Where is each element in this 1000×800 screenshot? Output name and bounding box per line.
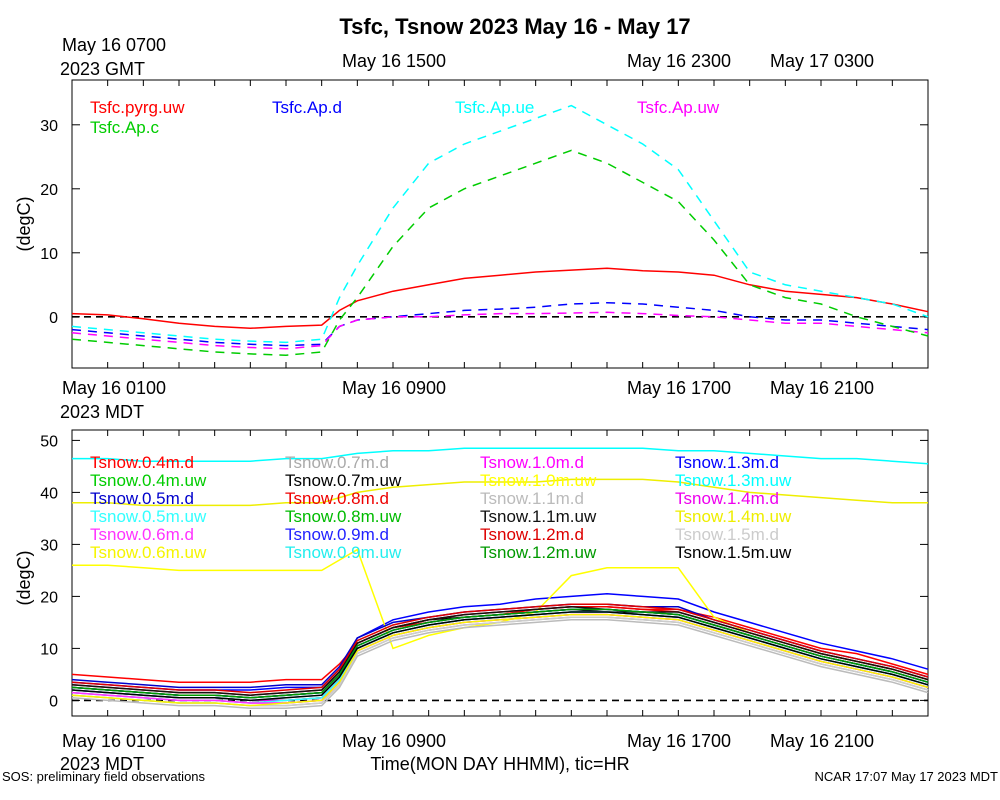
legend-tsnow-0-8m-uw: Tsnow.0.8m.uw <box>285 507 402 526</box>
bottom-mdt-tick-label-1: May 16 1700 <box>627 731 731 751</box>
gmt-tick-label-1: May 16 2300 <box>627 51 731 71</box>
legend-tsnow-0-7m-d: Tsnow.0.7m.d <box>285 453 389 472</box>
y-tick-label: 20 <box>40 589 58 606</box>
upper-y-axis-label: (degC) <box>14 196 34 251</box>
legend-tsnow-1-3m-uw: Tsnow.1.3m.uw <box>675 471 792 490</box>
series-line-tsnow-1-2m-uw <box>71 608 929 699</box>
lower-y-axis-label: (degC) <box>14 550 34 605</box>
bottom-mdt-tick-label-0: May 16 0900 <box>342 731 446 751</box>
legend-tsnow-1-1m-uw: Tsnow.1.1m.uw <box>480 507 597 526</box>
y-tick-label: 0 <box>49 310 58 327</box>
legend-tsnow-0-6m-uw: Tsnow.0.6m.uw <box>90 543 207 562</box>
legend-tsfc-ap-c: Tsfc.Ap.c <box>90 118 159 137</box>
legend-tsnow-1-0m-uw: Tsnow.1.0m.uw <box>480 471 597 490</box>
gmt-start-label-line2: 2023 GMT <box>60 59 145 79</box>
legend-tsfc-pyrg-uw: Tsfc.pyrg.uw <box>90 98 185 117</box>
mid-mdt-start-label-line1: May 16 0100 <box>62 378 166 398</box>
series-line-tsfc-ap-ue <box>71 104 929 344</box>
bottom-mdt-tick-label-2: May 16 2100 <box>770 731 874 751</box>
series-line-tsnow-1-1m-d <box>71 619 929 709</box>
y-tick-label: 40 <box>40 485 58 502</box>
upper-panel-y-ticks: 0 10 20 30 <box>40 118 928 327</box>
legend-tsnow-1-5m-d: Tsnow.1.5m.d <box>675 525 779 544</box>
lower-panel-series <box>71 447 929 709</box>
footer-right: NCAR 17:07 May 17 2023 MDT <box>814 769 998 784</box>
bottom-mdt-start-label-line1: May 16 0100 <box>62 731 166 751</box>
legend-tsfc-ap-ue: Tsfc.Ap.ue <box>455 98 534 117</box>
mid-mdt-start-label-line2: 2023 MDT <box>60 402 144 422</box>
upper-panel-ticks <box>71 80 929 368</box>
legend-tsnow-0-7m-uw: Tsnow.0.7m.uw <box>285 471 402 490</box>
series-line-tsnow-1-5m-uw <box>71 611 929 702</box>
bottom-mdt-start-label-line2: 2023 MDT <box>60 754 144 774</box>
series-line-tsfc-pyrg-uw <box>71 267 929 330</box>
y-tick-label: 20 <box>40 182 58 199</box>
legend-tsnow-0-5m-uw: Tsnow.0.5m.uw <box>90 507 207 526</box>
legend-tsnow-0-9m-uw: Tsnow.0.9m.uw <box>285 543 402 562</box>
series-line-tsnow-1-4m-uw <box>72 478 928 507</box>
legend-tsnow-0-8m-d: Tsnow.0.8m.d <box>285 489 389 508</box>
legend-tsfc-ap-uw: Tsfc.Ap.uw <box>637 98 720 117</box>
legend-tsnow-0-4m-d: Tsnow.0.4m.d <box>90 453 194 472</box>
series-line-tsnow-1-3m-uw <box>72 447 929 465</box>
legend-tsnow-0-9m-d: Tsnow.0.9m.d <box>285 525 389 544</box>
series-line-tsfc-ap-c <box>71 149 929 356</box>
legend-tsnow-1-4m-uw: Tsnow.1.4m.uw <box>675 507 792 526</box>
x-axis-title: Time(MON DAY HHMM), tic=HR <box>370 754 629 774</box>
lower-panel-ticks <box>71 430 929 716</box>
legend-tsnow-1-5m-uw: Tsnow.1.5m.uw <box>675 543 792 562</box>
mid-mdt-tick-label-1: May 16 1700 <box>627 378 731 398</box>
y-tick-label: 0 <box>49 693 58 710</box>
legend-tsnow-1-1m-d: Tsnow.1.1m.d <box>480 489 584 508</box>
series-line-tsfc-ap-d <box>71 301 929 347</box>
gmt-tick-label-0: May 16 1500 <box>342 51 446 71</box>
series-line-tsnow-0-6m-uw <box>71 613 929 707</box>
gmt-tick-label-2: May 17 0300 <box>770 51 874 71</box>
y-tick-label: 30 <box>40 537 58 554</box>
mid-mdt-tick-label-0: May 16 0900 <box>342 378 446 398</box>
legend-tsnow-1-0m-d: Tsnow.1.0m.d <box>480 453 584 472</box>
legend-tsnow-1-3m-d: Tsnow.1.3m.d <box>675 453 779 472</box>
series-line-tsnow-1-1m-uw <box>71 606 929 696</box>
legend-tsfc-ap-d: Tsfc.Ap.d <box>272 98 342 117</box>
legend-tsnow-1-4m-d: Tsnow.1.4m.d <box>675 489 779 508</box>
legend-tsnow-1-2m-uw: Tsnow.1.2m.uw <box>480 543 597 562</box>
y-tick-label: 30 <box>40 118 58 135</box>
footer-left: SOS: preliminary field observations <box>2 769 206 784</box>
y-tick-label: 10 <box>40 246 58 263</box>
mid-mdt-tick-label-2: May 16 2100 <box>770 378 874 398</box>
legend-tsnow-0-4m-uw: Tsnow.0.4m.uw <box>90 471 207 490</box>
series-line-tsnow-1-2m-d <box>71 603 929 694</box>
upper-panel-series <box>71 104 929 356</box>
y-tick-label: 10 <box>40 641 58 658</box>
y-tick-label: 50 <box>40 433 58 450</box>
lower-legend: Tsnow.0.4m.d Tsnow.0.7m.d Tsnow.1.0m.d Tsno… <box>90 453 792 562</box>
gmt-start-label-line1: May 16 0700 <box>62 35 166 55</box>
legend-tsnow-0-6m-d: Tsnow.0.6m.d <box>90 525 194 544</box>
legend-tsnow-0-5m-d: Tsnow.0.5m.d <box>90 489 194 508</box>
chart-title: Tsfc, Tsnow 2023 May 16 - May 17 <box>339 14 690 39</box>
legend-tsnow-1-2m-d: Tsnow.1.2m.d <box>480 525 584 544</box>
series-line-tsfc-ap-uw <box>71 311 929 350</box>
